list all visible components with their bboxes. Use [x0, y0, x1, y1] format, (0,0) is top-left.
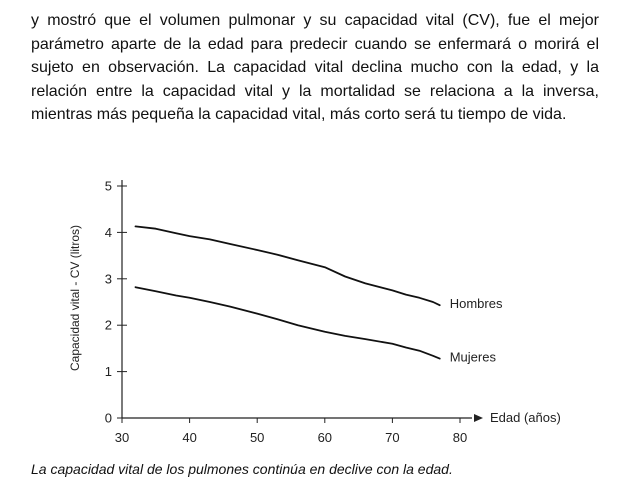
- x-tick-label-50: 50: [250, 430, 264, 445]
- series-label-hombres: Hombres: [450, 296, 503, 311]
- y-tick-label-0: 0: [105, 411, 112, 426]
- axis-ticks: [117, 185, 461, 423]
- body-paragraph: y mostró que el volumen pulmonar y su ca…: [31, 12, 599, 124]
- x-tick-label-40: 40: [182, 430, 196, 445]
- figure-caption: La capacidad vital de los pulmones conti…: [31, 461, 453, 477]
- series-line-mujeres: [134, 286, 441, 360]
- x-axis-arrow: [474, 414, 483, 422]
- series-line-hombres: [134, 225, 441, 307]
- x-tick-label-60: 60: [318, 430, 332, 445]
- y-tick-label-4: 4: [105, 225, 112, 240]
- x-axis-label: Edad (años): [490, 410, 561, 425]
- x-tick-label-30: 30: [115, 430, 129, 445]
- x-tick-label-80: 80: [453, 430, 467, 445]
- y-tick-label-5: 5: [105, 179, 112, 194]
- y-tick-label-3: 3: [105, 271, 112, 286]
- y-tick-label-1: 1: [105, 364, 112, 379]
- x-tick-label-70: 70: [385, 430, 399, 445]
- y-tick-label-2: 2: [105, 318, 112, 333]
- series-label-mujeres: Mujeres: [450, 350, 497, 365]
- series-labels: Hombres Mujeres: [450, 296, 503, 364]
- y-axis-label: Capacidad vital - CV (litros): [68, 225, 82, 371]
- series-lines: [134, 225, 441, 360]
- axis-tick-labels: 30 40 50 60 70 80 0 1 2 3 4 5: [105, 179, 467, 446]
- chart-axes: [121, 180, 483, 422]
